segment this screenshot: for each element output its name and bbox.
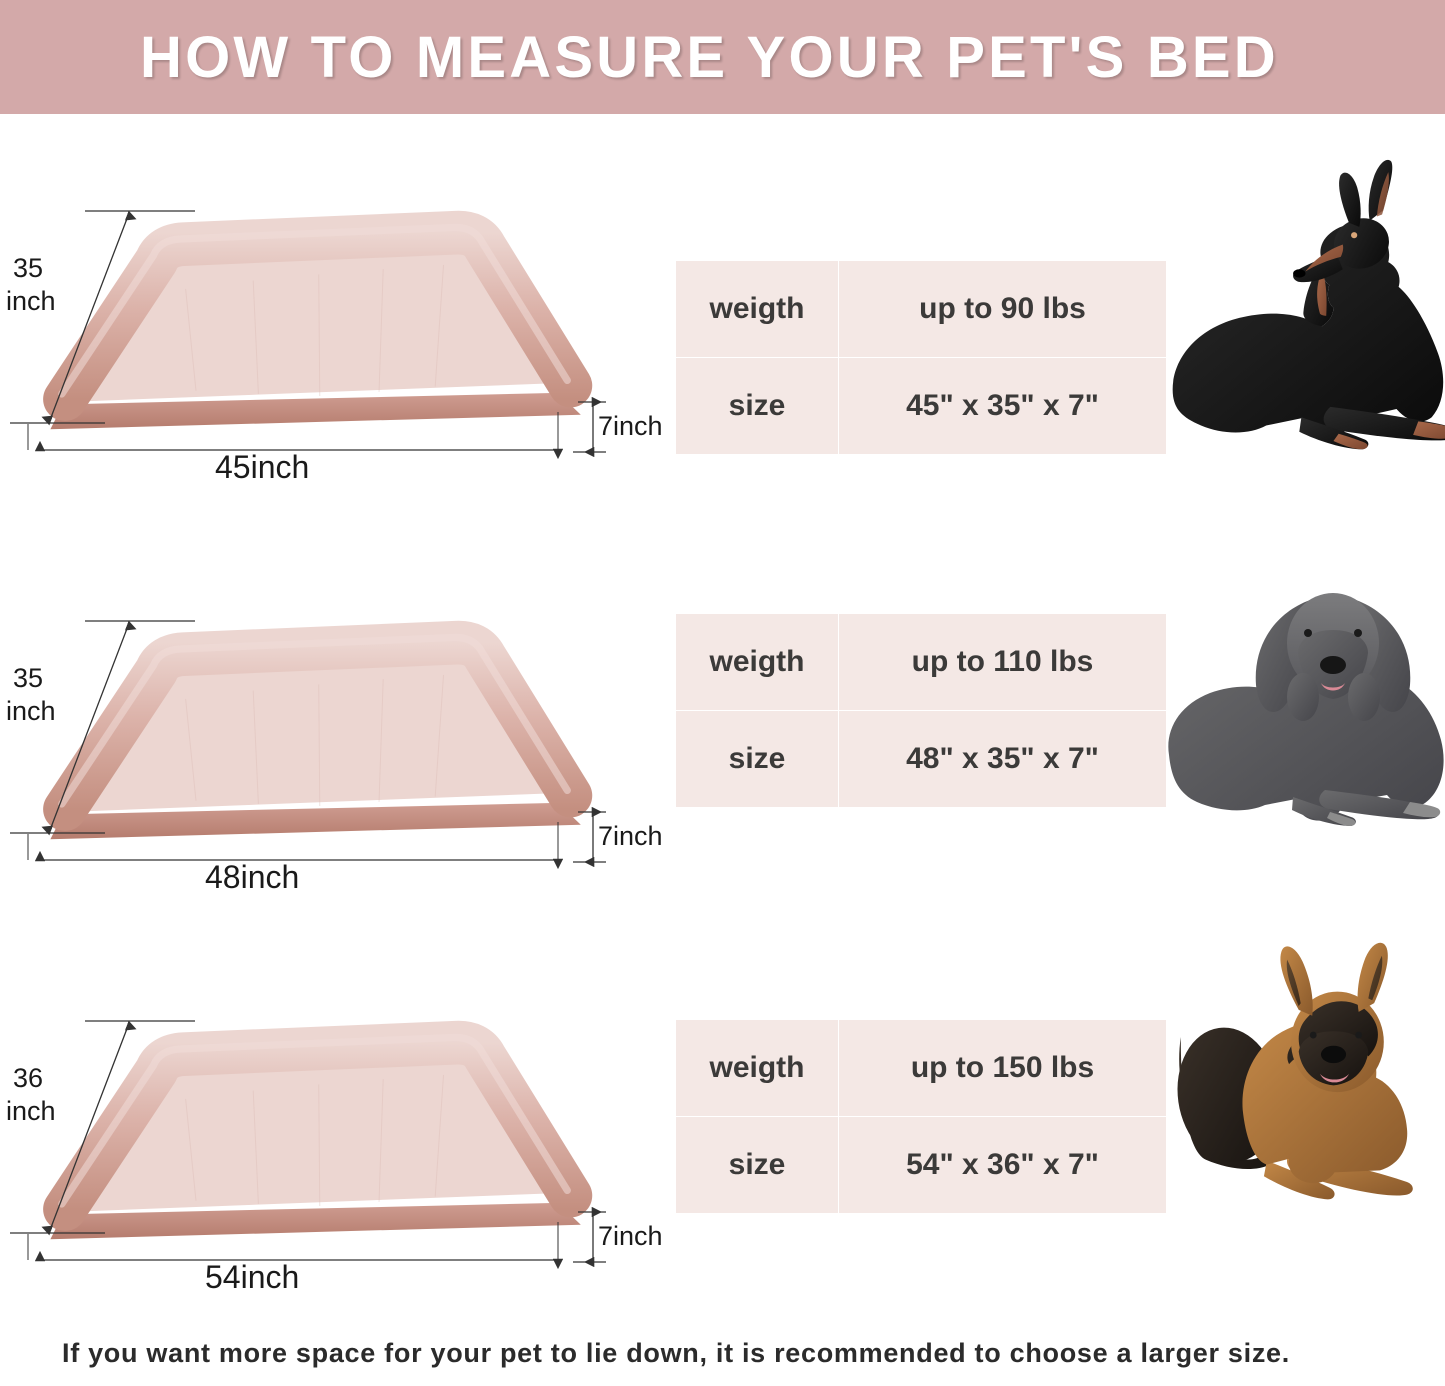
svg-text:inch: inch bbox=[6, 286, 56, 316]
svg-text:7inch: 7inch bbox=[598, 411, 663, 441]
svg-text:36: 36 bbox=[13, 1063, 43, 1093]
svg-text:48inch: 48inch bbox=[205, 859, 299, 895]
svg-text:54inch: 54inch bbox=[205, 1259, 299, 1295]
svg-text:7inch: 7inch bbox=[598, 821, 663, 851]
svg-text:45inch: 45inch bbox=[215, 449, 309, 485]
svg-text:7inch: 7inch bbox=[598, 1221, 663, 1251]
svg-text:35: 35 bbox=[13, 253, 43, 283]
svg-text:35: 35 bbox=[13, 663, 43, 693]
svg-text:inch: inch bbox=[6, 696, 56, 726]
svg-text:inch: inch bbox=[6, 1096, 56, 1126]
